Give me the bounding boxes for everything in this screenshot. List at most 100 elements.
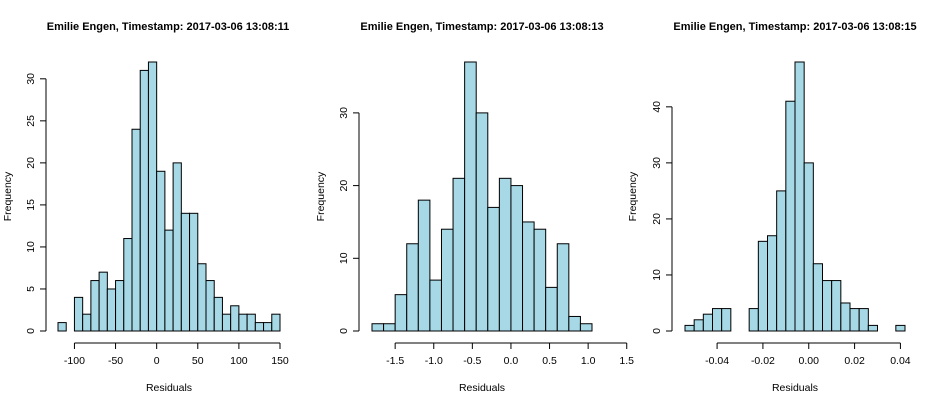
histogram-bar [510,185,524,332]
histogram-bar [156,170,166,332]
y-axis-label: Frequency [315,171,327,221]
histogram-2: Emilie Engen, Timestamp: 2017-03-06 13:0… [315,21,634,394]
x-axis-label: Residuals [146,382,192,394]
histogram-bar [189,212,199,332]
histogram-bar [417,199,431,332]
histogram-bar [487,206,500,332]
histogram-bar [131,128,141,332]
histogram-bar [757,240,768,332]
y-tick-label: 10 [651,269,663,281]
histogram-bar [164,229,174,332]
x-tick-label: 0.02 [844,355,865,367]
histogram-bar [556,243,570,332]
histogram-bar [822,280,833,332]
y-tick-label: 0 [338,328,350,334]
y-tick-label: 30 [25,73,37,85]
histogram-bar [522,221,535,332]
x-tick-label: 50 [192,355,204,367]
y-tick-label: 5 [25,286,37,292]
histogram-bar [867,324,878,332]
histogram-bar [180,212,191,332]
x-tick-label: 0.04 [890,355,911,367]
y-tick-label: 30 [338,107,350,119]
x-tick-label: -0.5 [463,355,481,367]
histogram-bar [383,323,396,332]
x-axis-label: Residuals [772,382,818,394]
histogram-bar [849,308,860,332]
histogram-bar [475,112,489,332]
histogram-bar [221,313,232,332]
histogram-bar [858,308,869,332]
x-tick-label: -1.5 [386,355,404,367]
x-tick-label: 0.00 [799,355,820,367]
histogram-bar [263,322,273,332]
histogram-bar [123,238,133,332]
histogram-bar [579,323,593,332]
histogram-bar [147,61,158,332]
histogram-bar [429,279,442,332]
histogram-bar [785,100,796,332]
histogram-bar [440,228,454,332]
y-tick-label: 30 [651,157,663,169]
histogram-bar [748,308,759,332]
histogram-bar [693,319,704,332]
y-axis-label: Frequency [627,171,639,221]
histogram-bar [406,243,419,332]
y-tick-label: 0 [651,328,663,334]
histogram-bar [57,322,67,332]
histogram-bar [721,308,732,332]
y-tick-label: 10 [338,252,350,264]
histogram-bar [238,313,248,332]
histogram-bar [230,305,240,332]
histogram-bar [98,271,108,332]
histogram-bar [498,177,512,332]
x-tick-label: 150 [271,355,289,367]
histogram-bar [803,162,814,332]
chart-title: Emilie Engen, Timestamp: 2017-03-06 13:0… [360,21,603,33]
histogram-bar [197,263,207,332]
histogram-bar [73,296,84,332]
histogram-bar [684,324,695,332]
histogram-bar [568,315,581,332]
x-tick-label: -0.04 [705,355,729,367]
histogram-bar [776,190,787,332]
histogram-bar [139,69,149,332]
histogram-bar [464,61,477,332]
histogram-bar [840,302,851,332]
y-tick-label: 15 [25,199,37,211]
histogram-bar [831,280,842,332]
histogram-bar [767,235,778,332]
histogram-bar [90,280,100,332]
y-tick-label: 40 [651,101,663,113]
x-tick-label: 1.0 [581,355,596,367]
histogram-bar [271,313,281,332]
histogram-bar [115,280,125,332]
y-tick-label: 20 [338,180,350,192]
histogram-bar [533,228,547,332]
chart-title: Emilie Engen, Timestamp: 2017-03-06 13:0… [673,21,916,33]
histogram-bar [172,162,182,332]
histogram-3: Emilie Engen, Timestamp: 2017-03-06 13:0… [627,21,917,394]
x-tick-label: -1.0 [425,355,443,367]
histogram-bar [106,288,117,332]
histogram-bar [254,322,265,332]
x-tick-label: 100 [230,355,248,367]
x-tick-label: 0.5 [542,355,557,367]
histogram-bar [702,313,713,332]
histogram-bar [371,323,385,332]
chart-title: Emilie Engen, Timestamp: 2017-03-06 13:0… [47,21,290,33]
x-tick-label: -50 [108,355,123,367]
histogram-bar [812,263,823,332]
y-axis-label: Frequency [2,171,14,221]
y-tick-label: 0 [25,328,37,334]
y-tick-label: 20 [651,213,663,225]
y-tick-label: 20 [25,157,37,169]
histogram-bar [82,313,92,332]
x-tick-label: 1.5 [619,355,634,367]
histogram-bar [205,280,215,332]
x-tick-label: -0.02 [751,355,775,367]
histogram-bar [394,294,408,332]
histogram-bar [712,308,723,332]
